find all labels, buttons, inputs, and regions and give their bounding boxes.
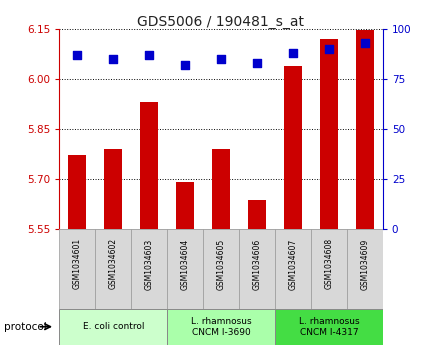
Bar: [320, 39, 338, 229]
Bar: [59, 309, 167, 345]
Text: E. coli control: E. coli control: [83, 322, 144, 331]
Bar: [311, 229, 347, 309]
Point: [218, 56, 225, 62]
Bar: [239, 229, 275, 309]
Bar: [347, 229, 383, 309]
Text: GSM1034608: GSM1034608: [324, 238, 334, 289]
Point: [110, 56, 117, 62]
Text: L. rhamnosus
CNCM I-3690: L. rhamnosus CNCM I-3690: [191, 317, 251, 337]
Bar: [104, 149, 122, 229]
Point: [253, 60, 260, 66]
Bar: [284, 66, 302, 229]
Text: GDS5006 / 190481_s_at: GDS5006 / 190481_s_at: [136, 15, 304, 29]
Point: [146, 52, 153, 58]
Text: GSM1034602: GSM1034602: [109, 238, 118, 289]
Bar: [131, 229, 167, 309]
Point: [74, 52, 81, 58]
Bar: [167, 309, 275, 345]
Text: protocol: protocol: [4, 322, 47, 332]
Bar: [248, 200, 266, 229]
Point: [361, 40, 368, 46]
Bar: [140, 102, 158, 229]
Bar: [212, 149, 230, 229]
Text: GSM1034605: GSM1034605: [216, 238, 226, 290]
Text: GSM1034604: GSM1034604: [181, 238, 190, 290]
Text: L. rhamnosus
CNCM I-4317: L. rhamnosus CNCM I-4317: [299, 317, 359, 337]
Bar: [95, 229, 131, 309]
Bar: [68, 155, 86, 229]
Bar: [356, 30, 374, 229]
Text: GSM1034603: GSM1034603: [145, 238, 154, 290]
Text: GSM1034606: GSM1034606: [253, 238, 261, 290]
Text: GSM1034601: GSM1034601: [73, 238, 82, 289]
Point: [326, 46, 333, 52]
Bar: [176, 182, 194, 229]
Bar: [275, 229, 311, 309]
Bar: [59, 229, 95, 309]
Point: [182, 62, 189, 68]
Bar: [167, 229, 203, 309]
Bar: [203, 229, 239, 309]
Point: [290, 50, 297, 56]
Text: GSM1034609: GSM1034609: [360, 238, 369, 290]
Text: GSM1034607: GSM1034607: [289, 238, 297, 290]
Bar: [275, 309, 383, 345]
